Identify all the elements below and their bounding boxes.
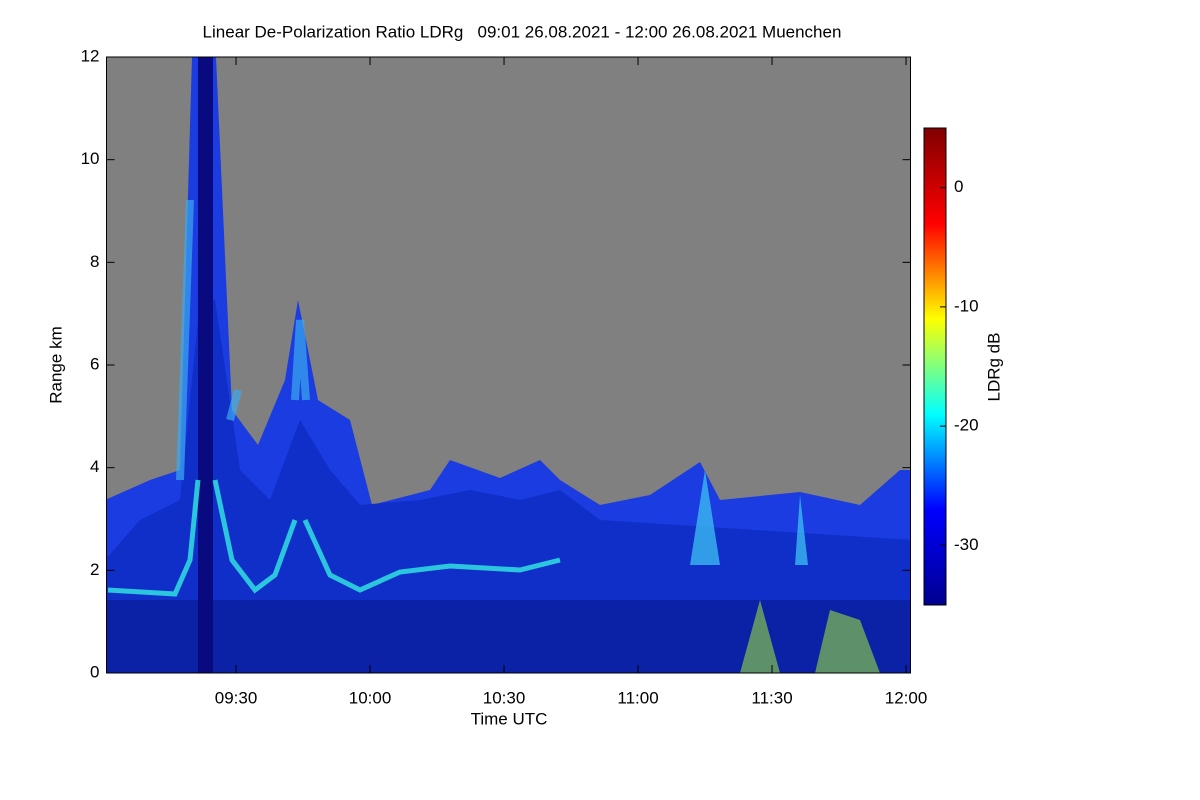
- x-tick-label: 09:30: [215, 688, 258, 707]
- layer: [107, 479, 561, 597]
- y-tick-label: 8: [90, 252, 99, 271]
- colorbar-tick-label: 0: [954, 177, 963, 196]
- colorbar-tick-label: -30: [954, 535, 979, 554]
- surface-patch: [740, 600, 880, 673]
- lower-region: [106, 300, 911, 673]
- near-ground: [106, 600, 911, 673]
- x-tick-label: 11:00: [617, 688, 658, 707]
- plume: [176, 199, 310, 481]
- x-tick-label: 12:00: [885, 688, 928, 707]
- y-tick-label: 0: [90, 662, 99, 681]
- colorbar: [923, 127, 947, 606]
- colorbar-tick-label: -20: [954, 416, 979, 435]
- x-axis-label: Time UTC: [471, 709, 548, 728]
- fall-streak: [690, 470, 808, 565]
- x-tick-label: 11:30: [751, 688, 792, 707]
- x-tick-label: 10:00: [349, 688, 392, 707]
- y-tick-label: 12: [81, 46, 100, 65]
- y-axis-label: Range km: [46, 326, 65, 403]
- y-tick-label: 10: [81, 149, 100, 168]
- x-tick-label: 10:30: [483, 688, 526, 707]
- y-tick-label: 6: [90, 354, 99, 373]
- y-tick-label: 2: [90, 560, 99, 579]
- field: [106, 57, 911, 673]
- cloud-column: [198, 57, 213, 673]
- colorbar-label: LDRg dB: [984, 333, 1003, 402]
- y-tick-label: 4: [90, 457, 99, 476]
- colorbar-tick-label: -10: [954, 296, 979, 315]
- chart-title: Linear De-Polarization Ratio LDRg 09:01 …: [203, 22, 842, 41]
